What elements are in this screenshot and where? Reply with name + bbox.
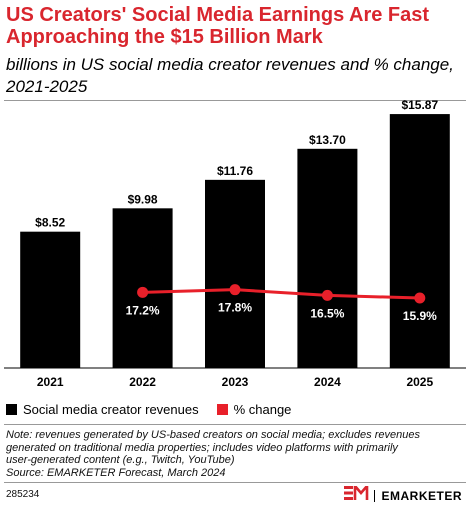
change-label-2023: 17.8% — [218, 301, 252, 315]
legend-swatch-revenues — [6, 403, 17, 415]
x-tick-label-2021: 2021 — [37, 375, 64, 389]
bar-value-label-2025: $15.87 — [401, 100, 438, 112]
change-point-2023 — [229, 284, 241, 296]
bar-value-label-2023: $11.76 — [217, 164, 253, 178]
legend-item-change: % change — [216, 401, 292, 417]
x-tick-label-2025: 2025 — [406, 375, 433, 389]
x-tick-label-2023: 2023 — [222, 375, 249, 389]
x-tick-label-2024: 2024 — [314, 375, 341, 389]
change-point-2022 — [137, 286, 149, 298]
legend-label-revenues: Social media creator revenues — [23, 401, 199, 417]
legend-item-revenues: Social media creator revenues — [6, 402, 199, 417]
bar-value-label-2021: $8.52 — [35, 216, 65, 230]
brand-name: EMARKETER — [381, 488, 462, 503]
bar-2023 — [205, 179, 265, 368]
bar-2025 — [389, 114, 450, 368]
footer-divider — [4, 482, 466, 483]
bar-value-label-2024: $13.70 — [309, 133, 346, 147]
chart-title: US Creators' Social Media Earnings Are F… — [6, 4, 430, 48]
bar-value-label-2022: $9.98 — [128, 192, 158, 206]
chart-id: 285234 — [6, 489, 40, 500]
change-point-2024 — [321, 289, 333, 301]
note-line: generated on traditional media propertie… — [6, 441, 398, 454]
brand: EMARKETER — [344, 482, 462, 505]
change-label-2022: 17.2% — [126, 303, 160, 317]
emarketer-logo-icon — [344, 482, 370, 505]
change-label-2025: 15.9% — [403, 309, 437, 323]
footnotes: Note: revenues generated by US-based cre… — [6, 429, 466, 479]
legend: Social media creator revenues % change — [6, 400, 309, 418]
change-label-2024: 16.5% — [310, 306, 344, 320]
x-tick-label-2022: 2022 — [129, 375, 156, 389]
source-line: Source: EMARKETER Forecast, March 2024 — [6, 466, 226, 479]
chart: $8.52 2021 $9.98 2022 $11.76 2023 $13.70 2024 $1… — [4, 100, 466, 389]
legend-label-change: % change — [233, 401, 292, 417]
top-divider — [4, 100, 466, 101]
note-line: user-generated content (e.g., Twitch, Yo… — [6, 454, 235, 466]
chart-subtitle: billions in US social media creator reve… — [6, 55, 454, 96]
brand-separator — [374, 489, 376, 502]
note-line: Note: revenues generated by US-based cre… — [6, 429, 420, 441]
bar-2021 — [20, 231, 81, 368]
legend-swatch-change — [216, 403, 228, 415]
bar-2024 — [297, 148, 358, 368]
change-line — [142, 288, 420, 300]
notes-divider — [4, 424, 466, 425]
change-point-2025 — [414, 292, 426, 304]
